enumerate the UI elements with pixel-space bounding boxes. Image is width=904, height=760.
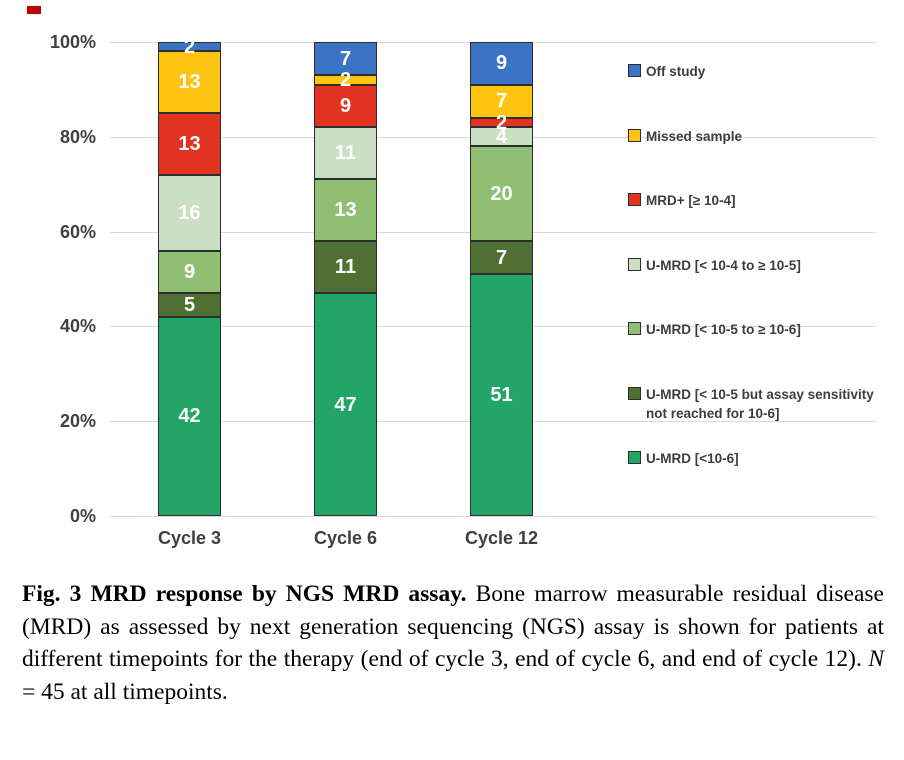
legend-color-swatch-icon [628, 257, 641, 271]
bar-segment-value-label: 9 [495, 52, 508, 75]
stacked-bar-cycle-12: 9 7 2 4 20 7 51 [470, 42, 533, 516]
legend: Off study Missed sample MRD+ [≥ 10-4] U-MRD… [628, 55, 900, 525]
y-axis-tick-label: 100% [49, 32, 96, 52]
legend-label: U-MRD [< 10-5 but assay sensitivity not … [646, 386, 874, 422]
legend-item: U-MRD [< 10-5 but assay sensitivity not … [628, 385, 874, 424]
legend-color-swatch-icon [628, 128, 641, 142]
bar-segment-value-label: 2 [495, 111, 508, 134]
legend-label: U-MRD [<10-6] [646, 451, 739, 466]
legend-item: U-MRD [<10-6] [628, 449, 739, 469]
bar-segment: 2 [470, 113, 533, 133]
bar-segment-value-label: 9 [339, 94, 352, 117]
bar-segment-value-label: 9 [183, 260, 196, 283]
bar-segment: 7 [314, 42, 377, 76]
bar-segment: 7 [470, 241, 533, 275]
bar-segment: 5 [158, 293, 221, 317]
bar-segment-value-label: 5 [183, 294, 196, 317]
bar-segment-value-label: 11 [334, 142, 357, 165]
x-axis-category-label: Cycle 3 [157, 528, 222, 548]
legend-item: MRD+ [≥ 10-4] [628, 191, 736, 211]
bar-segment: 11 [314, 241, 377, 294]
bar-segment: 9 [158, 250, 221, 294]
bar-segment: 13 [314, 179, 377, 242]
bar-segment-value-label: 11 [334, 256, 357, 279]
bar-segment: 16 [158, 174, 221, 251]
bar-segment-value-label: 13 [178, 132, 201, 155]
bar-segment: 20 [470, 146, 533, 242]
legend-color-swatch-icon [628, 451, 641, 464]
bar-segment-value-label: 4 [495, 125, 508, 148]
legend-label: Missed sample [646, 128, 743, 144]
figure-caption: Fig. 3 MRD response by NGS MRD assay. Bo… [22, 578, 884, 708]
legend-color-swatch-icon [628, 322, 641, 335]
legend-label: U-MRD [< 10-5 to ≥ 10-6] [646, 322, 801, 337]
plot-area: 2 13 13 16 9 5 42 7 2 9 11 13 11 47 9 7 2 4 20 7 51 [110, 37, 876, 517]
legend-color-swatch-icon [628, 193, 641, 206]
y-axis-tick-label: 80% [59, 126, 96, 147]
bar-segment: 7 [470, 84, 533, 118]
legend-label: MRD+ [≥ 10-4] [646, 193, 736, 208]
legend-color-swatch-icon [628, 386, 641, 400]
caption-title: Fig. 3 MRD response by NGS MRD assay. [22, 581, 467, 607]
y-axis-tick-label: 0% [69, 506, 96, 526]
bar-segment-value-label: 16 [178, 201, 201, 224]
bar-segment-value-label: 7 [495, 246, 508, 269]
legend-item: U-MRD [< 10-5 to ≥ 10-6] [628, 320, 801, 340]
bar-segment: 47 [314, 293, 377, 516]
y-axis-tick-label: 40% [59, 316, 96, 337]
bar-segment-value-label: 13 [334, 199, 357, 222]
stacked-bar-cycle-6: 7 2 9 11 13 11 47 [314, 42, 377, 516]
bar-segment: 9 [314, 84, 377, 128]
gridline [110, 516, 876, 517]
caption-n-variable: N [868, 646, 884, 672]
bar-segment: 4 [470, 125, 533, 148]
bar-segment: 13 [158, 113, 221, 175]
x-axis-category-label: Cycle 6 [313, 528, 378, 548]
bar-segment-value-label: 2 [339, 68, 352, 91]
x-axis-category-label: Cycle 12 [464, 528, 539, 548]
y-axis-tick-label: 60% [59, 221, 96, 242]
bar-segment: 9 [470, 42, 533, 85]
bar-segment: 42 [158, 316, 221, 516]
legend-label: Off study [646, 64, 706, 79]
bar-segment-value-label: 51 [490, 384, 513, 407]
mrd-stacked-bar-chart: 2 13 13 16 9 5 42 7 2 9 11 13 11 47 9 7 2 4 20 7 51 100% 80% 6… [49, 32, 900, 548]
bar-segment-value-label: 20 [490, 182, 513, 205]
legend-item: Missed sample [628, 127, 742, 147]
caption-body: Bone marrow measurable residual disease … [22, 581, 884, 672]
caption-tail: = 45 at all timepoints. [22, 678, 228, 705]
bar-segment: 13 [158, 51, 221, 114]
legend-item: Off study [628, 62, 705, 82]
bar-segment: 2 [158, 37, 221, 57]
stacked-bar-cycle-3: 2 13 13 16 9 5 42 [158, 37, 221, 516]
legend-color-swatch-icon [628, 64, 641, 77]
red-artifact-mark [27, 6, 41, 14]
legend-label: U-MRD [< 10-4 to ≥ 10-5] [646, 257, 801, 273]
bar-segment-value-label: 2 [183, 35, 196, 58]
bar-segment-value-label: 42 [178, 405, 201, 428]
bar-segment: 11 [314, 127, 377, 180]
bar-segment-value-label: 13 [178, 71, 201, 94]
bar-segment: 51 [470, 274, 533, 516]
bar-segment-value-label: 7 [495, 90, 508, 113]
y-axis-tick-label: 20% [59, 411, 96, 432]
bar-segment-value-label: 47 [334, 393, 357, 416]
bar-segment-value-label: 7 [339, 47, 352, 70]
legend-item: U-MRD [< 10-4 to ≥ 10-5] [628, 256, 801, 276]
bar-segment: 2 [314, 70, 377, 90]
